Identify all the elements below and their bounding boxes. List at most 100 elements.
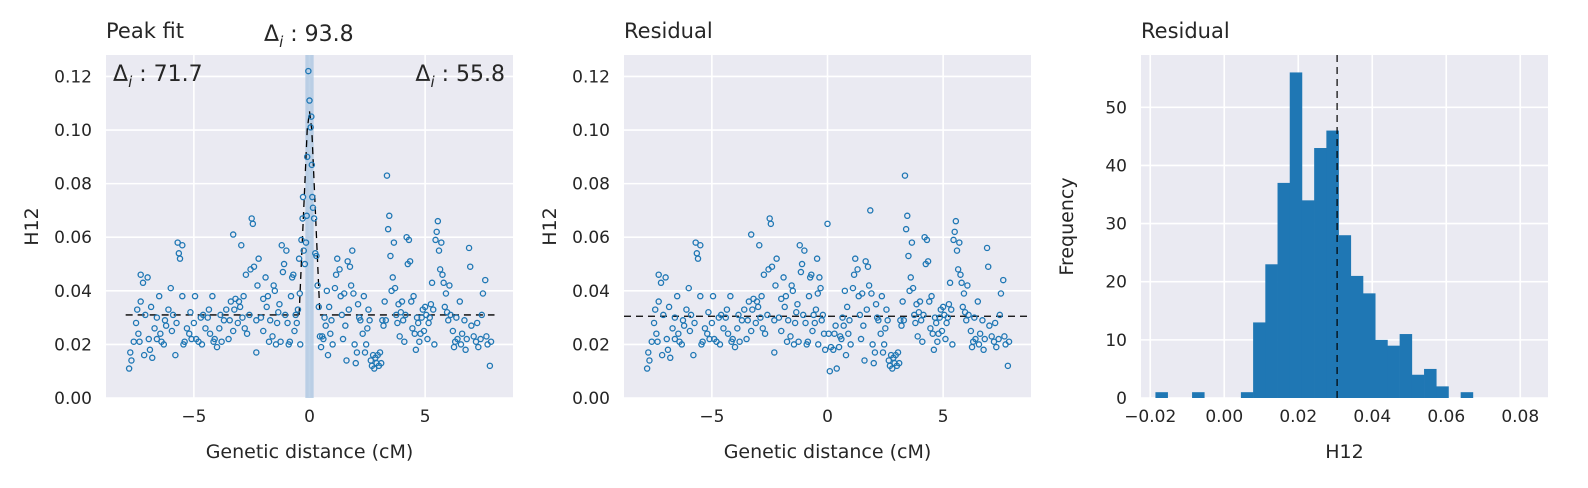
data-point [381,298,388,305]
data-point [793,308,800,316]
data-point [771,349,778,356]
data-point [440,279,447,287]
data-point [345,306,353,313]
data-point [365,306,372,313]
data-point [832,322,839,329]
delta-symbol: Δ [264,22,279,47]
data-point [262,274,269,281]
data-point [276,300,283,308]
data-point [377,359,385,367]
data-point [747,231,755,238]
data-point [651,306,659,313]
delta-subscript: i [430,73,435,91]
data-point [306,97,313,104]
x-tick-label: 0.08 [1501,407,1539,427]
data-point [216,325,223,332]
y-tick-label: 0.02 [54,335,92,355]
data-point [811,319,819,327]
data-point [799,311,807,319]
data-point [339,335,347,343]
data-point [691,319,698,327]
data-point [701,325,709,332]
data-point [692,239,699,246]
data-point [956,239,963,246]
data-point [132,319,140,327]
data-point [709,292,717,300]
data-point [191,292,199,300]
data-point [727,292,734,300]
x-tick-label: −5 [181,407,206,427]
data-point [833,365,841,372]
data-point [879,349,887,356]
data-point [399,317,407,324]
data-point [406,258,414,265]
data-point [360,292,368,300]
data-point [665,303,673,311]
data-point [912,319,919,327]
data-point [761,330,769,337]
data-point [479,290,487,297]
data-point [643,365,651,372]
x-tick-label: 0.02 [1279,407,1317,427]
data-point [396,333,403,340]
histogram-bar [1387,345,1400,398]
data-point [382,317,390,324]
panel-residual: −5 0 5 0.00 0.02 0.04 0.06 0.08 0.10 0.12 Genetic … [539,19,1031,463]
data-point [364,325,371,332]
data-point [338,311,346,319]
data-point [743,335,750,343]
data-point [764,311,771,319]
data-point [663,335,671,343]
data-point [923,236,931,244]
data-point [329,341,336,348]
y-tick-label: 10 [1105,331,1127,351]
data-point [996,311,1004,319]
data-point [405,236,413,244]
data-point [798,260,806,268]
data-point [884,317,891,324]
data-point [142,311,149,319]
x-tick-label: 5 [938,407,949,427]
histogram-bar [1411,374,1425,398]
data-point [273,319,281,327]
data-point [478,311,486,319]
data-point [331,284,339,292]
data-point [354,300,362,308]
y-axis-label: Frequency [1056,177,1078,275]
data-point [137,271,144,278]
data-point [650,319,658,327]
data-point [720,325,727,332]
histogram-bar [1265,264,1278,398]
data-point [846,317,853,324]
data-point [899,298,906,305]
data-point [852,255,859,262]
data-point [775,314,783,321]
data-point [722,314,730,321]
data-point [680,322,688,329]
data-point [350,290,357,297]
data-point [878,292,886,300]
peak-band [305,55,314,398]
data-point [146,346,154,354]
data-point [226,317,233,324]
data-point [327,330,334,337]
data-point [744,317,751,324]
data-point [944,314,952,321]
y-tick-label: 0.00 [54,389,92,409]
data-point [791,319,799,327]
data-point [882,325,889,332]
data-point [778,295,785,303]
data-point [390,239,398,246]
data-point [436,266,444,273]
data-point [308,113,315,120]
data-point [307,124,314,131]
x-tick-label: 5 [420,407,431,427]
data-point [481,276,489,284]
histogram-bar [1338,235,1352,398]
data-point [747,327,755,335]
data-point [420,327,428,335]
data-point [883,306,890,313]
data-point [845,330,852,337]
data-point [655,298,662,305]
x-tick-label: −5 [699,407,724,427]
